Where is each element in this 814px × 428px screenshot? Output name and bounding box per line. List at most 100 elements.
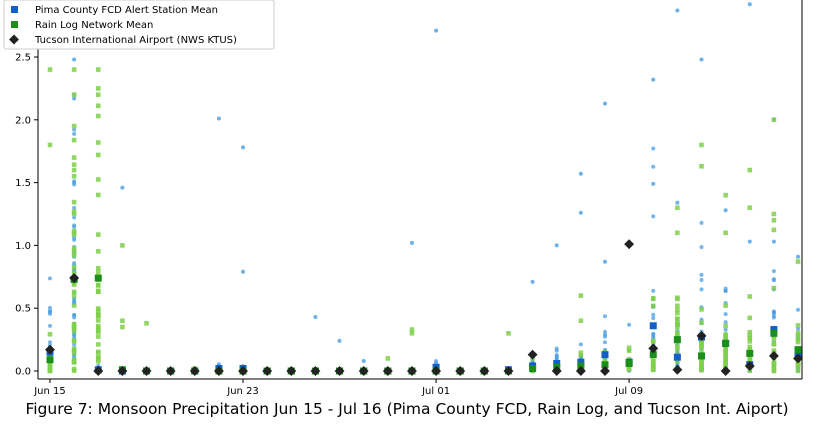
legend: Pima County FCD Alert Station Mean Rain … (3, 0, 275, 50)
legend-marker-airport (9, 34, 19, 45)
airport-marker (575, 366, 586, 376)
rainlog-point (95, 306, 101, 311)
airport-marker (286, 366, 297, 376)
y-tick-label: 0.5 (15, 304, 31, 315)
x-tick-label: Jul 09 (614, 386, 643, 397)
rainlog-point (47, 364, 53, 370)
rainlog-point (578, 318, 584, 324)
rainlog-point (675, 295, 680, 301)
rainlog-point (385, 356, 391, 361)
y-tick-label: 0.0 (15, 367, 31, 378)
rainlog-point (747, 339, 753, 344)
airport-marker (479, 366, 490, 376)
rainlog-point (71, 174, 77, 179)
rainlog-point (723, 230, 728, 236)
rainlog-point (747, 335, 753, 340)
rainlog-point (771, 211, 777, 217)
legend-frame (3, 0, 275, 50)
y-tick-label: 1.0 (15, 241, 31, 252)
rainlog-mean-marker (601, 361, 609, 369)
pima-mean-marker (577, 358, 585, 366)
rainlog-point (675, 205, 680, 211)
pima-station-point (72, 237, 77, 242)
rainlog-mean-marker (625, 359, 633, 367)
pima-station-point (602, 340, 607, 345)
pima-station-point (337, 338, 342, 343)
rainlog-point (47, 331, 53, 337)
airport-marker (382, 366, 393, 376)
pima-station-point (771, 239, 776, 244)
rainlog-point (71, 338, 77, 343)
rainlog-point (675, 310, 680, 316)
pima-station-point (530, 279, 535, 284)
rainlog-point (650, 338, 656, 344)
pima-station-point (313, 314, 318, 319)
rainlog-point (71, 282, 77, 287)
rainlog-point (675, 303, 680, 309)
rainlog-point (650, 358, 656, 364)
pima-station-point (578, 171, 583, 176)
pima-station-point (120, 185, 125, 190)
pima-station-point (699, 57, 704, 62)
airport-marker (720, 366, 731, 376)
rainlog-point (699, 163, 704, 169)
airport-marker (262, 366, 273, 376)
pima-station-point (48, 305, 52, 310)
rainlog-point (95, 265, 101, 271)
rainlog-mean-marker (577, 362, 585, 370)
rainlog-point (71, 199, 77, 205)
rainlog-point (71, 155, 77, 160)
pima-station-point (651, 214, 656, 219)
rainlog-point (71, 303, 77, 308)
rainlog-point (95, 311, 101, 317)
rainlog-point (795, 336, 801, 342)
pima-station-point (651, 332, 656, 337)
pima-station-point (72, 127, 77, 132)
rainlog-mean-marker (746, 349, 754, 357)
airport-marker (238, 366, 248, 376)
pima-station-point (651, 316, 656, 321)
y-tick-label: 2.0 (15, 115, 31, 126)
rainlog-point (95, 323, 101, 329)
pima-station-point (48, 340, 52, 345)
rainlog-point (699, 344, 704, 350)
airport-marker (672, 364, 683, 375)
rainlog-point (795, 368, 801, 374)
rainlog-point (71, 366, 77, 372)
rainlog-point (626, 345, 632, 351)
rainlog-point (95, 318, 101, 323)
pima-mean-marker (649, 322, 657, 330)
airport-marker (503, 366, 514, 376)
rainlog-point (626, 366, 632, 371)
pima-station-point (72, 261, 77, 266)
pima-station-point (72, 223, 77, 228)
rainlog-point (795, 339, 801, 345)
legend-marker-rainlog (11, 21, 18, 28)
rainlog-point (71, 289, 77, 295)
rainlog-point (95, 359, 101, 364)
airport-marker (793, 353, 803, 364)
pima-station-point (796, 327, 801, 332)
pima-station-point (578, 342, 583, 347)
rainlog-mean-marker (794, 346, 802, 354)
pima-station-point (699, 278, 704, 283)
pima-station-point (651, 77, 656, 82)
rainlog-point (723, 360, 728, 366)
rainlog-point (699, 350, 704, 355)
airport-marker (696, 330, 707, 341)
y-tick-label: 2.5 (15, 53, 31, 64)
pima-station-point (72, 57, 77, 62)
rainlog-point (71, 137, 77, 143)
rainlog-point (699, 142, 704, 148)
rainlog-point (795, 330, 801, 336)
rainlog-point (71, 321, 77, 327)
mean-markers (45, 239, 803, 376)
pima-station-point (72, 342, 77, 347)
rainlog-point (95, 269, 101, 275)
rainlog-point (95, 140, 101, 145)
airport-marker (189, 366, 200, 376)
rainlog-point (795, 362, 801, 367)
rainlog-point (771, 363, 777, 369)
rainlog-point (675, 307, 680, 313)
rainlog-mean-marker (770, 329, 778, 337)
